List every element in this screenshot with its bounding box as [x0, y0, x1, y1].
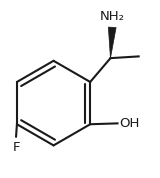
- Polygon shape: [108, 27, 116, 58]
- Text: F: F: [12, 141, 20, 154]
- Text: NH₂: NH₂: [100, 10, 125, 23]
- Text: OH: OH: [119, 117, 140, 130]
